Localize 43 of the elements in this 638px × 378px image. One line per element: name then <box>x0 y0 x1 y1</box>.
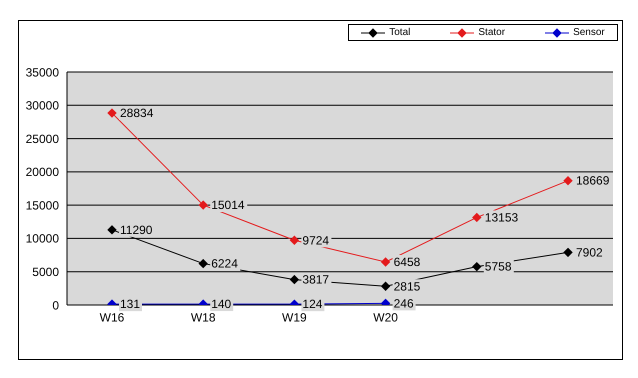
data-label: 28834 <box>120 106 154 120</box>
data-label: 18669 <box>576 174 610 188</box>
point <box>472 212 482 222</box>
point <box>564 248 572 257</box>
legend-label: Total <box>388 27 410 38</box>
y-tick-label: 30000 <box>26 98 60 113</box>
point <box>198 200 208 210</box>
data-label: 246 <box>394 296 414 310</box>
data-label: 3817 <box>302 272 330 287</box>
legend-label: Stator <box>477 27 506 38</box>
point <box>198 259 208 268</box>
x-tick-label: W18 <box>190 310 216 325</box>
data-label: 6458 <box>394 255 421 270</box>
y-tick-label: 25000 <box>26 132 60 146</box>
data-label: 140 <box>211 297 232 312</box>
y-tick-label: 0 <box>52 298 60 312</box>
y-tick-label: 10000 <box>26 232 60 246</box>
x-tick-label: W19 <box>282 310 308 325</box>
data-label: 7902 <box>576 245 604 260</box>
data-label: 2815 <box>394 279 421 294</box>
point <box>381 282 390 291</box>
x-tick-label: W16 <box>100 310 125 325</box>
data-label: 6224 <box>211 256 238 271</box>
point <box>472 262 482 272</box>
y-tick-label: 5000 <box>32 264 60 279</box>
legend-label: Sensor <box>572 27 605 38</box>
data-label: 131 <box>120 297 140 312</box>
y-tick-label: 35000 <box>26 65 60 80</box>
point <box>564 176 572 186</box>
data-label: 5758 <box>484 260 512 274</box>
point <box>290 236 299 245</box>
point <box>108 108 116 118</box>
x-tick-label: W20 <box>373 310 398 325</box>
y-tick-label: 15000 <box>26 198 60 212</box>
point <box>108 225 116 234</box>
data-label: 11290 <box>120 222 153 237</box>
point <box>381 258 390 267</box>
data-label: 13153 <box>484 210 518 224</box>
data-label: 9724 <box>302 233 330 248</box>
data-label: 15014 <box>211 198 245 212</box>
data-label: 124 <box>302 297 323 312</box>
y-tick-label: 20000 <box>26 165 60 180</box>
point <box>290 275 299 284</box>
